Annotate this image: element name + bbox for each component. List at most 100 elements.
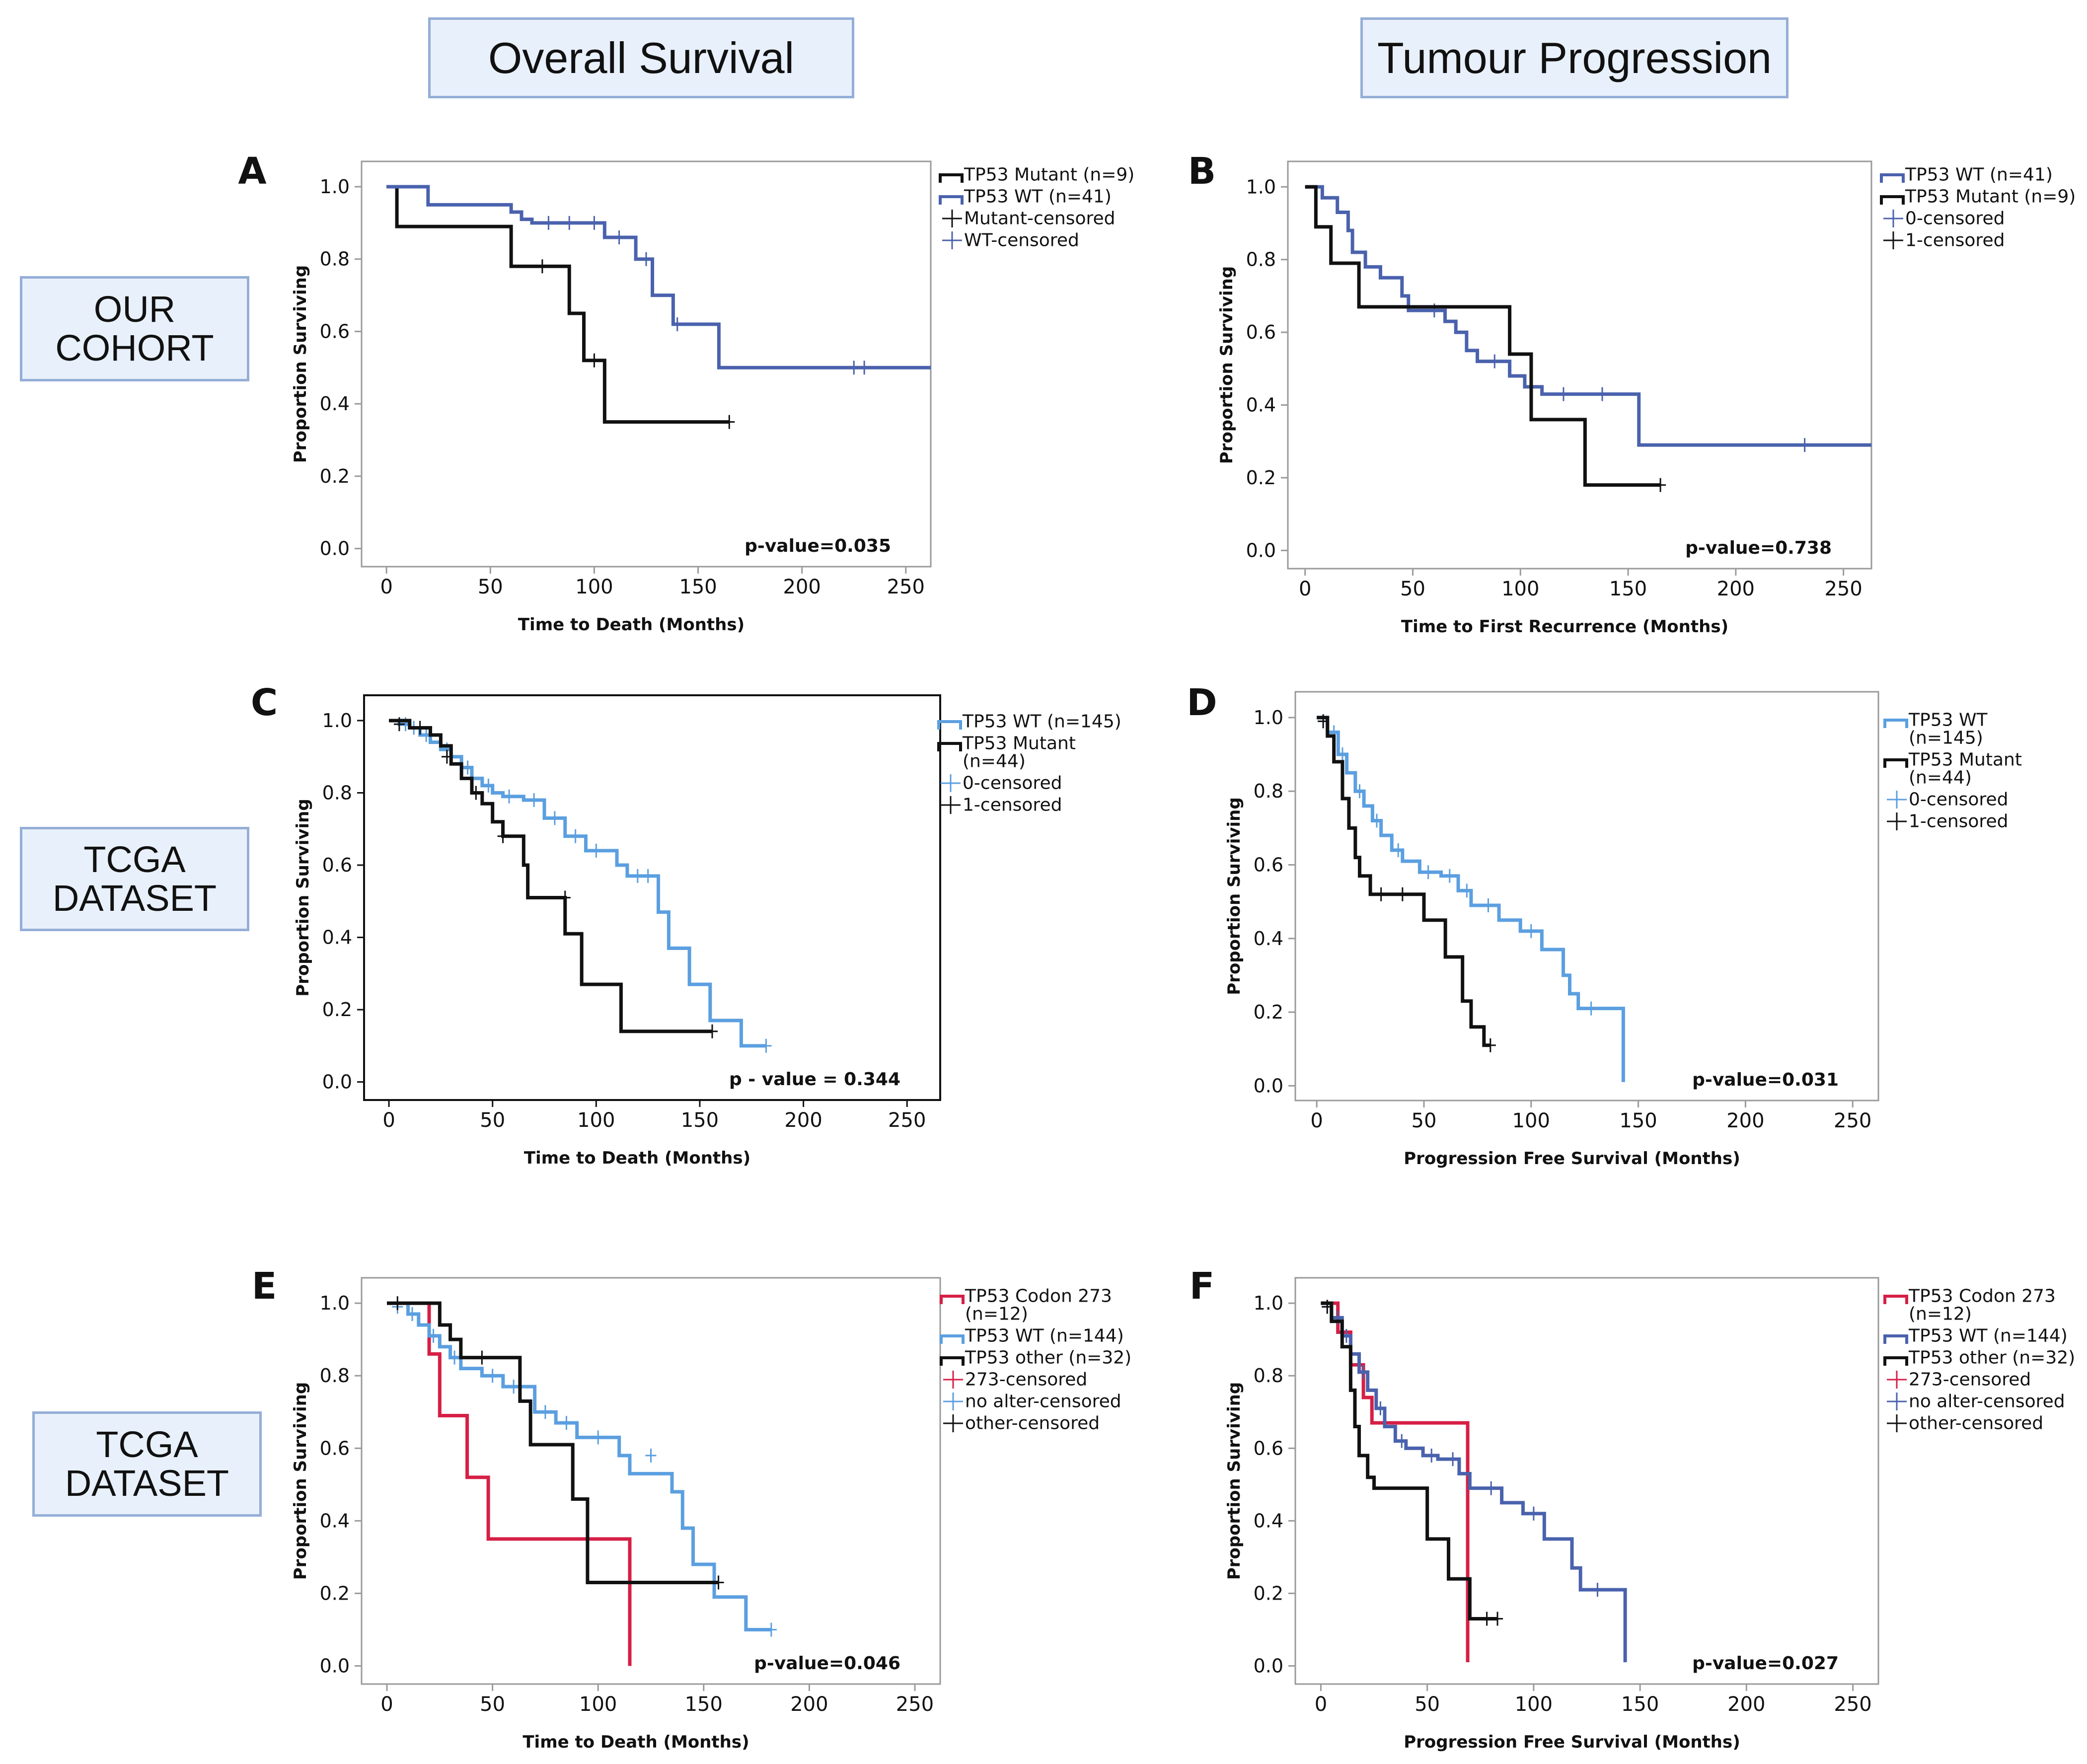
censor-mark — [1483, 898, 1494, 913]
censor-mark — [1489, 354, 1500, 368]
km-panel-f: F 0.0 0.2 0.4 0.6 0.8 1.0 0 50 100 150 200 250 Progre… — [1190, 1265, 2075, 1752]
km-curve — [1317, 716, 1625, 1082]
km-panel-b: B 0.0 0.2 0.4 0.6 0.8 1.0 0 50 100 150 200 250 Time t… — [1188, 150, 2076, 637]
legend-label: (n=44) — [963, 751, 1026, 772]
row-header-line: DATASET — [65, 1463, 229, 1504]
y-tick-label: 0.2 — [1254, 1001, 1283, 1023]
legend-label: no alter-censored — [965, 1392, 1121, 1412]
censor-mark — [1558, 387, 1569, 401]
x-tick-label: 0 — [1310, 1109, 1323, 1132]
y-tick-label: 0.2 — [1246, 467, 1276, 489]
plot-frame — [1287, 160, 1872, 570]
legend-label: 273-censored — [1909, 1370, 2031, 1390]
x-tick-label: 100 — [577, 1109, 615, 1132]
row-header-line: OUR — [93, 288, 176, 330]
censor-mark — [539, 1405, 551, 1419]
censor-mark — [487, 1369, 498, 1383]
x-tick-label: 0 — [1315, 1693, 1327, 1716]
y-axis-title: Proportion Surviving — [1224, 1382, 1244, 1580]
legend-cross-marker — [941, 774, 961, 792]
km-curve — [386, 185, 730, 424]
y-tick-label: 0.6 — [320, 1437, 350, 1459]
km-curve — [1321, 1301, 1627, 1663]
panel-letter: B — [1188, 150, 1216, 193]
legend-step-marker — [1883, 719, 1908, 728]
censor-mark — [1597, 387, 1608, 401]
row-header-line: TCGA — [83, 838, 186, 880]
legend-label: WT-censored — [964, 230, 1079, 251]
legend-label: other-censored — [1909, 1413, 2043, 1434]
panel-letter: E — [252, 1265, 277, 1308]
legend-step-marker — [1883, 758, 1908, 768]
x-tick-label: 50 — [480, 1109, 505, 1132]
censor-mark — [407, 1307, 418, 1322]
censor-mark — [1492, 1612, 1503, 1626]
y-tick-label: 0.0 — [322, 1071, 352, 1093]
legend-step-marker — [1883, 1334, 1908, 1344]
row-header-line: TCGA — [96, 1423, 198, 1465]
y-tick-label: 1.0 — [320, 1292, 350, 1314]
km-panel-c: C 0.0 0.2 0.4 0.6 0.8 1.0 0 50 100 150 200 250 Time t… — [251, 681, 1121, 1168]
censor-mark — [1371, 813, 1383, 828]
censor-mark — [707, 1024, 718, 1038]
censor-mark — [428, 1328, 439, 1343]
legend-label: TP53 WT (n=41) — [964, 187, 1112, 207]
p-value-label: p-value=0.027 — [1692, 1653, 1839, 1674]
legend-label: TP53 Mutant (n=9) — [964, 165, 1134, 185]
x-axis-title: Progression Free Survival (Months) — [1404, 1149, 1740, 1169]
legend-cross-marker — [942, 210, 962, 227]
legend-label: TP53 Codon 273 — [965, 1286, 1112, 1307]
censor-mark — [859, 361, 870, 375]
censor-mark — [1426, 1448, 1437, 1463]
legend-label: (n=44) — [1909, 768, 1972, 788]
x-tick-label: 100 — [579, 1693, 617, 1716]
censor-mark — [570, 829, 581, 843]
censor-mark — [483, 778, 494, 793]
censor-mark — [508, 1380, 520, 1394]
x-tick-label: 50 — [480, 1693, 505, 1716]
legend-label: TP53 Mutant — [1908, 750, 2022, 770]
legend-cross-marker — [941, 796, 961, 814]
y-tick-label: 1.0 — [1254, 1292, 1283, 1314]
legend-label: 0-censored — [963, 773, 1062, 794]
censor-mark — [1393, 843, 1404, 857]
censor-mark — [671, 317, 683, 331]
legend-cross-marker — [943, 1393, 963, 1410]
p-value-label: p-value=0.046 — [754, 1653, 900, 1674]
km-panel-a: A 0.0 0.2 0.4 0.6 0.8 1.0 0 50 100 150 200 250 Time t… — [238, 150, 1134, 635]
legend-label: other-censored — [965, 1413, 1100, 1434]
censor-mark — [1375, 1401, 1386, 1415]
censor-mark — [1322, 1300, 1333, 1314]
legend-step-marker — [1883, 1295, 1908, 1304]
censor-mark — [1447, 1452, 1459, 1467]
column-header-overall-survival: Overall Survival — [428, 17, 854, 98]
legend-step-marker — [1883, 1356, 1908, 1366]
censor-mark — [1486, 1481, 1497, 1495]
censor-mark — [848, 361, 860, 375]
censor-mark — [441, 749, 452, 764]
censor-mark — [497, 829, 509, 843]
y-axis-title: Proportion Surviving — [1224, 797, 1244, 995]
km-panel-d: D 0.0 0.2 0.4 0.6 0.8 1.0 0 50 100 150 200 250 Progre… — [1187, 681, 2022, 1169]
censor-mark — [1375, 887, 1387, 901]
legend-label: TP53 other (n=32) — [965, 1348, 1131, 1368]
x-tick-label: 50 — [1400, 578, 1425, 600]
legend-step-marker — [1880, 173, 1905, 183]
censor-mark — [549, 811, 560, 825]
legend-label: (n=12) — [965, 1304, 1028, 1324]
censor-mark — [1528, 1506, 1539, 1521]
legend-step-marker — [937, 742, 962, 751]
x-tick-label: 0 — [1299, 578, 1311, 600]
x-tick-label: 150 — [1621, 1693, 1659, 1716]
y-tick-label: 0.2 — [320, 1582, 350, 1604]
legend-label: 273-censored — [965, 1370, 1087, 1390]
legend-cross-marker — [1887, 1371, 1907, 1389]
censor-mark — [1354, 784, 1365, 799]
censor-mark — [1397, 887, 1408, 901]
legend-step-marker — [940, 1356, 965, 1366]
legend-label: TP53 other (n=32) — [1908, 1348, 2075, 1368]
y-tick-label: 0.6 — [320, 320, 350, 342]
y-tick-label: 0.6 — [1246, 321, 1276, 343]
x-tick-label: 200 — [783, 576, 821, 598]
censor-mark — [1318, 714, 1329, 729]
